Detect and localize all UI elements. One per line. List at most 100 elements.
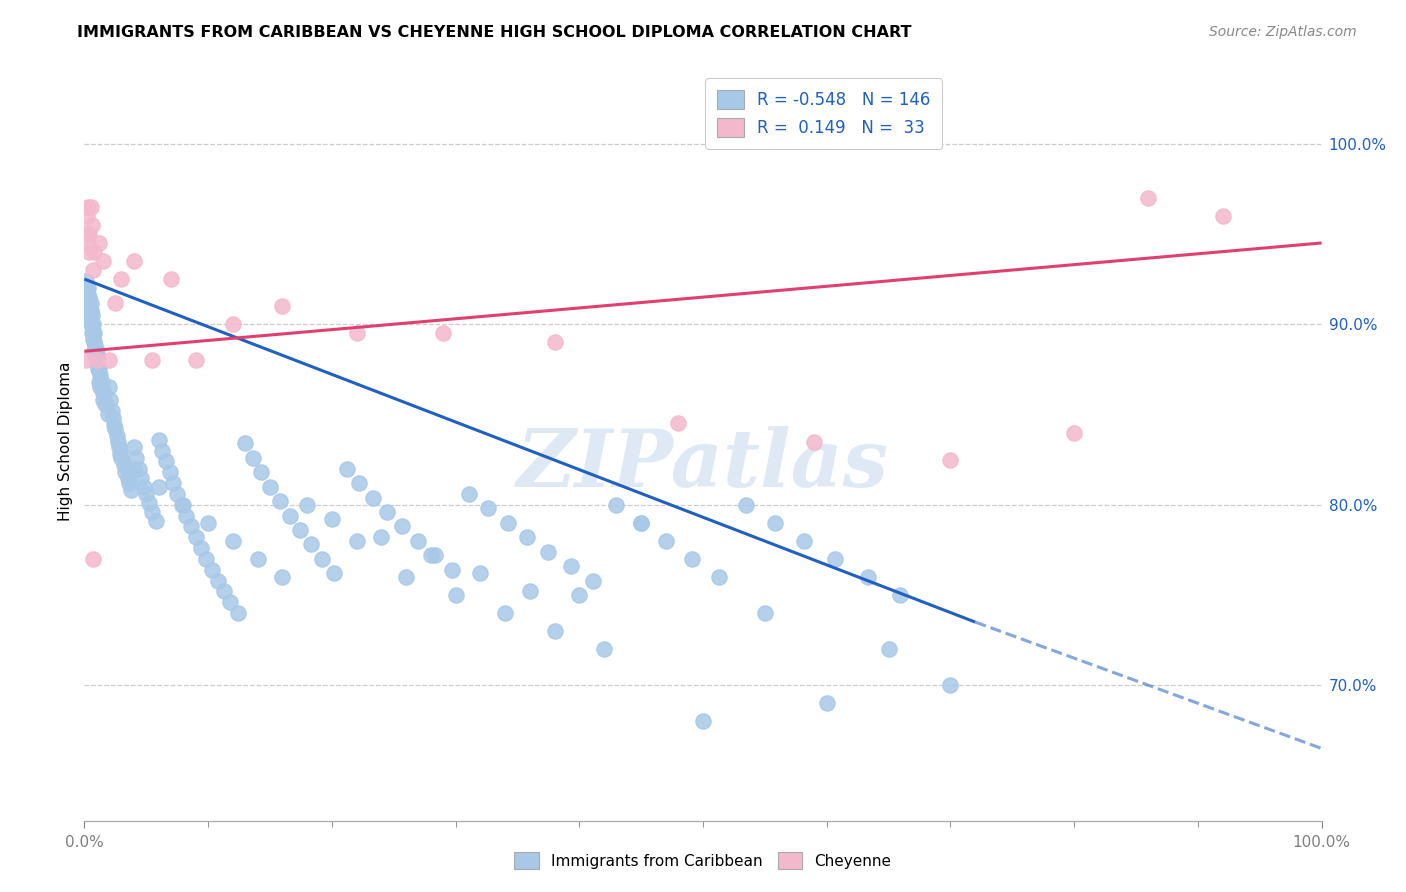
Point — [98, 392, 121, 407]
Point — [494, 606, 516, 620]
Point — [155, 454, 177, 468]
Point — [77, 281, 100, 295]
Text: IMMIGRANTS FROM CARIBBEAN VS CHEYENNE HIGH SCHOOL DIPLOMA CORRELATION CHART: IMMIGRANTS FROM CARIBBEAN VS CHEYENNE HI… — [77, 25, 912, 40]
Point — [76, 290, 98, 304]
Legend: Immigrants from Caribbean, Cheyenne: Immigrants from Caribbean, Cheyenne — [509, 846, 897, 875]
Point — [877, 642, 900, 657]
Point — [408, 533, 430, 548]
Point — [108, 440, 131, 454]
Point — [311, 552, 333, 566]
Point — [141, 353, 163, 368]
Point — [110, 272, 132, 286]
Point — [692, 714, 714, 729]
Point — [321, 512, 343, 526]
Point — [138, 496, 160, 510]
Point — [112, 458, 135, 472]
Point — [80, 326, 103, 341]
Point — [89, 368, 111, 382]
Point — [432, 326, 454, 341]
Point — [707, 570, 730, 584]
Point — [76, 227, 98, 241]
Point — [543, 624, 565, 639]
Point — [132, 480, 155, 494]
Point — [122, 461, 145, 475]
Point — [197, 516, 219, 530]
Point — [83, 344, 105, 359]
Y-axis label: High School Diploma: High School Diploma — [58, 362, 73, 521]
Point — [288, 523, 311, 537]
Point — [172, 498, 194, 512]
Point — [79, 295, 101, 310]
Point — [754, 606, 776, 620]
Point — [80, 317, 103, 331]
Point — [582, 574, 605, 588]
Point — [75, 281, 97, 295]
Point — [89, 380, 111, 394]
Point — [593, 642, 616, 657]
Point — [105, 429, 128, 443]
Point — [79, 302, 101, 317]
Point — [110, 450, 132, 465]
Point — [824, 552, 846, 566]
Point — [98, 380, 121, 394]
Point — [82, 552, 104, 566]
Point — [87, 350, 110, 364]
Point — [79, 290, 101, 304]
Point — [259, 480, 281, 494]
Point — [86, 353, 108, 368]
Point — [1212, 209, 1234, 223]
Point — [543, 335, 565, 350]
Point — [83, 335, 105, 350]
Point — [516, 530, 538, 544]
Point — [120, 483, 142, 498]
Point — [166, 487, 188, 501]
Point — [295, 498, 318, 512]
Point — [107, 434, 129, 449]
Point — [89, 235, 111, 250]
Point — [89, 362, 111, 376]
Point — [141, 505, 163, 519]
Point — [377, 505, 399, 519]
Point — [122, 440, 145, 454]
Point — [470, 566, 492, 581]
Point — [630, 516, 652, 530]
Point — [148, 433, 170, 447]
Point — [346, 326, 368, 341]
Point — [129, 470, 152, 484]
Point — [395, 570, 418, 584]
Text: Source: ZipAtlas.com: Source: ZipAtlas.com — [1209, 25, 1357, 39]
Point — [496, 516, 519, 530]
Point — [89, 375, 111, 389]
Point — [76, 209, 98, 223]
Point — [91, 392, 114, 407]
Point — [370, 530, 392, 544]
Point — [86, 344, 108, 359]
Point — [391, 519, 413, 533]
Point — [77, 299, 100, 313]
Point — [458, 487, 481, 501]
Point — [246, 552, 269, 566]
Point — [159, 465, 181, 479]
Point — [560, 559, 582, 574]
Point — [212, 584, 235, 599]
Point — [856, 570, 879, 584]
Point — [735, 498, 758, 512]
Point — [347, 476, 370, 491]
Point — [79, 200, 101, 214]
Point — [75, 274, 97, 288]
Point — [80, 308, 103, 322]
Point — [423, 548, 446, 563]
Point — [98, 353, 121, 368]
Point — [194, 552, 217, 566]
Point — [803, 434, 825, 449]
Point — [269, 494, 291, 508]
Point — [250, 465, 273, 479]
Point — [242, 450, 264, 465]
Point — [128, 461, 150, 475]
Point — [299, 537, 322, 551]
Point — [763, 516, 786, 530]
Point — [162, 476, 184, 491]
Point — [76, 285, 98, 299]
Point — [79, 245, 101, 260]
Point — [226, 606, 249, 620]
